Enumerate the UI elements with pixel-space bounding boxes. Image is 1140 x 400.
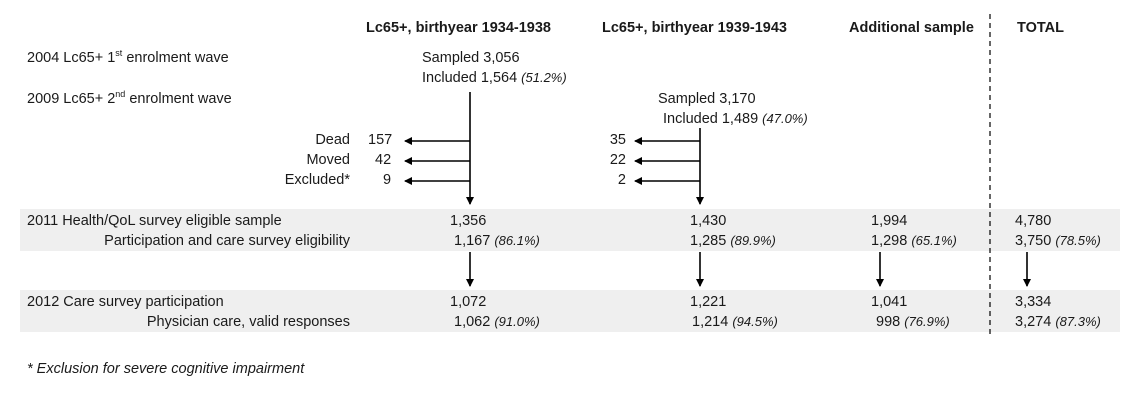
- cohort1-included: Included 1,564 (51.2%): [422, 70, 567, 86]
- eligible-band: [20, 209, 1120, 251]
- care-cohort1: 1,072: [450, 294, 487, 310]
- wave1-label: 2004 Lc65+ 1st enrolment wave: [27, 48, 229, 66]
- attrition-moved-label: Moved: [306, 152, 350, 168]
- cohort1-sampled: Sampled 3,056: [422, 50, 520, 66]
- eligible-additional: 1,994: [871, 213, 908, 229]
- cohort2-dead-value: 35: [609, 132, 626, 148]
- eligible-label: 2011 Health/QoL survey eligible sample: [27, 213, 282, 229]
- cohort2-sampled: Sampled 3,170: [658, 91, 756, 107]
- participation-total: 3,750 (78.5%): [1015, 233, 1101, 249]
- eligible-cohort1: 1,356: [450, 213, 487, 229]
- care-cohort2: 1,221: [690, 294, 727, 310]
- cohort1-moved-value: 42: [375, 152, 392, 168]
- physician-total: 3,274 (87.3%): [1015, 314, 1101, 330]
- eligible-cohort2: 1,430: [690, 213, 727, 229]
- participation-cohort1: 1,167 (86.1%): [454, 233, 540, 249]
- cohort2-included: Included 1,489 (47.0%): [663, 111, 808, 127]
- care-additional: 1,041: [871, 294, 908, 310]
- participation-cohort2: 1,285 (89.9%): [690, 233, 776, 249]
- participation-additional: 1,298 (65.1%): [871, 233, 957, 249]
- physician-cohort1: 1,062 (91.0%): [454, 314, 540, 330]
- attrition-dead-label: Dead: [315, 132, 350, 148]
- cohort2-excluded-value: 2: [617, 172, 626, 188]
- physician-cohort2: 1,214 (94.5%): [692, 314, 778, 330]
- care-band: [20, 290, 1120, 332]
- header-cohort1: Lc65+, birthyear 1934-1938: [366, 20, 551, 36]
- cohort1-dead-value: 157: [368, 132, 393, 148]
- cohort2-moved-value: 22: [609, 152, 626, 168]
- participation-label: Participation and care survey eligibilit…: [104, 233, 350, 249]
- cohort1-excluded-value: 9: [383, 172, 392, 188]
- physician-additional: 998 (76.9%): [876, 314, 950, 330]
- eligible-total: 4,780: [1015, 213, 1052, 229]
- care-label: 2012 Care survey participation: [27, 294, 224, 310]
- attrition-excluded-label: Excluded*: [284, 172, 350, 188]
- header-additional: Additional sample: [849, 20, 974, 36]
- header-total: TOTAL: [1017, 20, 1064, 36]
- header-cohort2: Lc65+, birthyear 1939-1943: [602, 20, 787, 36]
- physician-label: Physician care, valid responses: [146, 314, 350, 330]
- care-total: 3,334: [1015, 294, 1052, 310]
- wave2-label: 2009 Lc65+ 2nd enrolment wave: [27, 89, 232, 107]
- footnote: * Exclusion for severe cognitive impairm…: [27, 361, 305, 377]
